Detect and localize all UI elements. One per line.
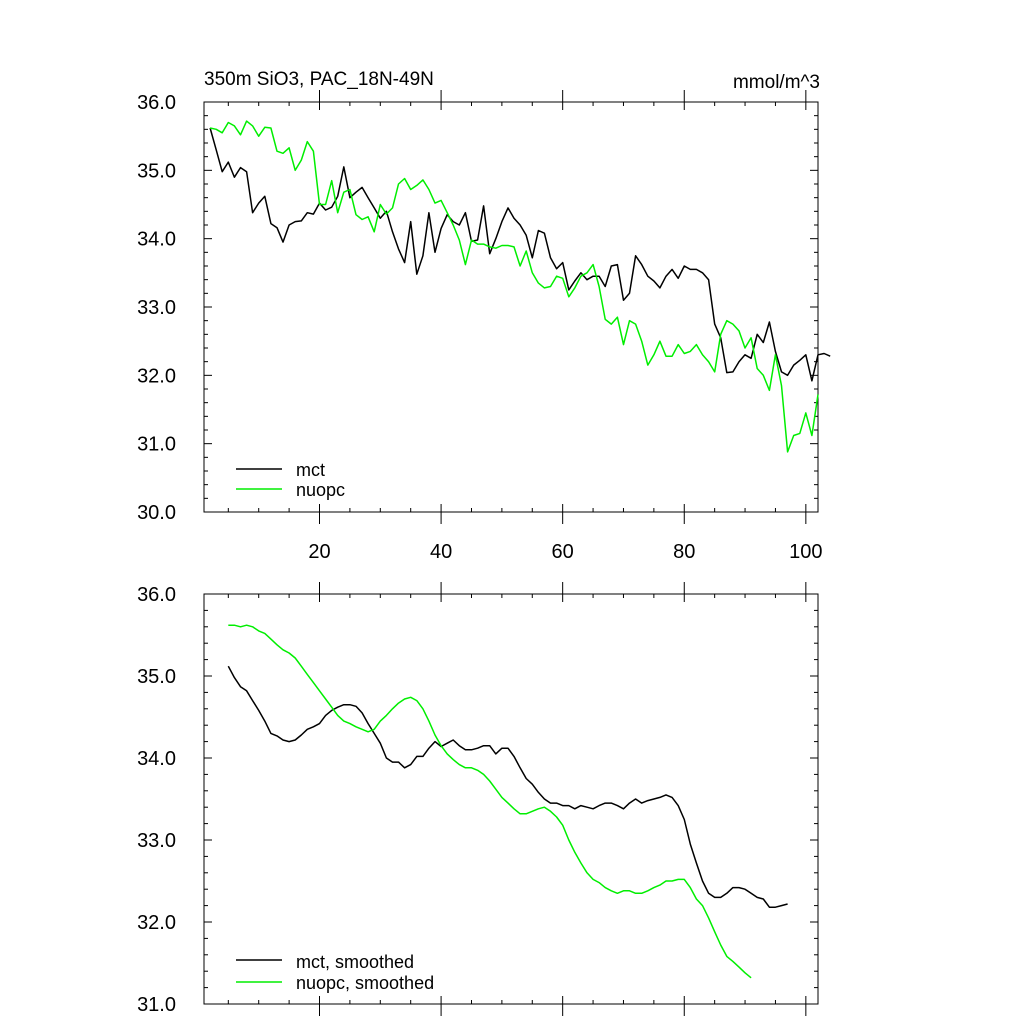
x-axis [227,582,807,1016]
y-tick-label: 33.0 [137,830,176,852]
legend-label-nuopc: nuopc [296,480,345,500]
y-tick-label: 32.0 [137,365,176,387]
legend: mct nuopc [236,460,345,500]
series-line-nuopc-smoothed [228,624,752,979]
units-label: mmol/m^3 [733,72,820,93]
series-line-mct [209,127,831,382]
x-axis: 20 40 60 80 100 [227,90,823,563]
x-tick-label: 40 [430,541,452,563]
x-tick-label: 60 [552,541,574,563]
y-axis: 31.0 32.0 33.0 34.0 35.0 36.0 [137,584,818,1016]
y-axis: 30.0 31.0 32.0 33.0 34.0 35.0 36.0 [137,92,818,524]
y-tick-label: 34.0 [137,229,176,251]
legend-label-mct-smoothed: mct, smoothed [296,952,414,972]
legend: mct, smoothed nuopc, smoothed [236,952,434,993]
x-tick-label: 100 [789,541,822,563]
x-tick-label: 20 [308,541,330,563]
y-tick-label: 35.0 [137,666,176,688]
y-tick-label: 33.0 [137,297,176,319]
y-tick-label: 35.0 [137,160,176,182]
y-tick-label: 36.0 [137,584,176,606]
bottom-panel: 31.0 32.0 33.0 34.0 35.0 36.0 mct, smoothed n… [137,582,819,1016]
plot-frame [203,101,819,513]
y-tick-label: 34.0 [137,748,176,770]
y-tick-label: 32.0 [137,912,176,934]
series-line-mct-smoothed [227,665,788,908]
y-tick-label: 31.0 [137,434,176,456]
y-tick-label: 31.0 [137,994,176,1016]
y-tick-label: 30.0 [137,502,176,524]
legend-label-mct: mct [296,460,325,480]
legend-label-nuopc-smoothed: nuopc, smoothed [296,973,434,993]
x-tick-label: 80 [673,541,695,563]
series-line-nuopc [209,120,819,453]
series-layer [227,624,788,979]
top-panel: 350m SiO3, PAC_18N-49N mmol/m^3 30.0 31.0… [137,69,831,563]
series-layer [209,120,831,453]
plot-frame [203,593,819,1005]
chart-title: 350m SiO3, PAC_18N-49N [204,69,434,90]
y-tick-label: 36.0 [137,92,176,114]
